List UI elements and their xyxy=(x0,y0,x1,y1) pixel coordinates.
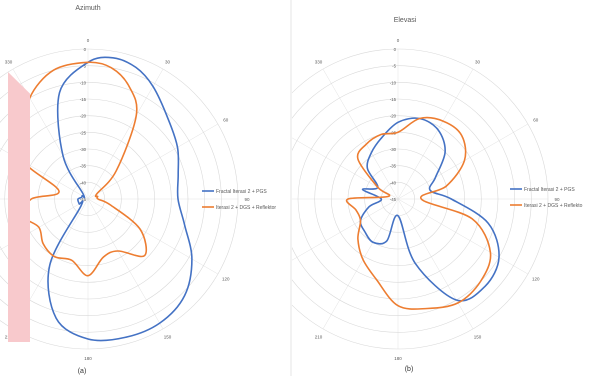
azimuth-legend-label-2: Iterasi 2 + DGS + Reflektor xyxy=(216,205,276,211)
azimuth-grid-spoke xyxy=(87,198,164,330)
elevasi-panel-label: (b) xyxy=(405,366,414,373)
elevasi-angle-tick-label: 180 xyxy=(394,356,402,361)
azimuth-radial-tick-label: -5 xyxy=(82,64,86,69)
azimuth-radial-tick-label: -10 xyxy=(80,80,87,85)
azimuth-angle-tick-label: 120 xyxy=(222,277,230,282)
elevasi-angle-tick-label: 30 xyxy=(475,59,481,64)
elevasi-grid-spoke xyxy=(267,198,399,275)
elevasi-angle-tick-label: 0 xyxy=(397,38,400,43)
azimuth-polar-chart: Azimuth 0 -5 -10 -15 -20 -25 -30 -35 -40 -45 0 30 60 9… xyxy=(0,5,276,375)
azimuth-radial-tick-label: -20 xyxy=(80,114,87,119)
azimuth-radial-tick-label: -30 xyxy=(80,147,87,152)
azimuth-chart-title: Azimuth xyxy=(75,5,100,12)
elevasi-radial-tick-label: -45 xyxy=(390,197,397,202)
panel-divider xyxy=(290,0,292,376)
azimuth-angle-tick-label: 0 xyxy=(87,38,90,43)
elevasi-radial-tick-label: -15 xyxy=(390,97,397,102)
azimuth-panel-label: (a) xyxy=(78,368,87,375)
elevasi-polar-chart: Elevasi0-5-10-15-20-25-30-35-40-45030609… xyxy=(235,17,583,373)
elevasi-chart-panel: Elevasi 0 -5 -10 -15 -20 -25 -30 -35 -40 -45 0 30 60 9… xyxy=(235,0,590,376)
azimuth-radial-tick-label: -35 xyxy=(80,164,87,169)
elevasi-radial-tick-label: -30 xyxy=(390,147,397,152)
azimuth-grid-spoke xyxy=(87,123,219,200)
azimuth-angle-tick-label: 330 xyxy=(5,59,13,64)
elevasi-grid-spoke xyxy=(397,198,529,275)
azimuth-grid-spoke xyxy=(87,198,219,275)
azimuth-radial-tick-label: -25 xyxy=(80,130,87,135)
azimuth-series-line-1 xyxy=(47,56,193,342)
elevasi-series-line-2 xyxy=(345,116,492,310)
elevasi-angle-tick-label: 90 xyxy=(554,197,560,202)
highlight-strip xyxy=(8,72,30,342)
azimuth-radial-tick-label: -15 xyxy=(80,97,87,102)
azimuth-angle-tick-label: 150 xyxy=(164,335,172,340)
azimuth-legend-label-1: Fractal Iterasi 2 + PGS xyxy=(216,189,267,195)
azimuth-radial-tick-label: 0 xyxy=(84,47,87,52)
elevasi-radial-tick-label: 0 xyxy=(394,47,397,52)
elevasi-grid-spoke xyxy=(397,198,474,330)
elevasi-grid-spoke xyxy=(397,68,474,200)
elevasi-radial-tick-label: -5 xyxy=(392,64,396,69)
azimuth-series-line-2 xyxy=(20,61,148,277)
elevasi-radial-tick-label: -35 xyxy=(390,164,397,169)
azimuth-chart-panel: Azimuth 0 -5 -10 -15 -20 -25 -30 -35 -40 -45 0 30 60 9… xyxy=(0,0,290,376)
elevasi-grid-spoke xyxy=(322,198,399,330)
elevasi-grid-spoke xyxy=(267,123,399,200)
elevasi-angle-tick-label: 210 xyxy=(315,335,323,340)
azimuth-angle-tick-label: 60 xyxy=(223,118,229,123)
elevasi-radial-tick-label: -20 xyxy=(390,114,397,119)
elevasi-angle-tick-label: 150 xyxy=(474,335,482,340)
elevasi-grid-spoke xyxy=(397,123,529,200)
azimuth-angle-tick-label: 180 xyxy=(84,356,92,361)
azimuth-angle-tick-label: 90 xyxy=(244,197,250,202)
azimuth-radial-tick-label: -40 xyxy=(80,180,87,185)
elevasi-radial-tick-label: -40 xyxy=(390,180,397,185)
elevasi-angle-tick-label: 330 xyxy=(315,59,323,64)
elevasi-angle-tick-label: 60 xyxy=(533,118,539,123)
azimuth-radial-tick-label: -45 xyxy=(80,197,87,202)
elevasi-radial-tick-label: -10 xyxy=(390,80,397,85)
elevasi-angle-tick-label: 120 xyxy=(532,277,540,282)
elevasi-chart-title: Elevasi xyxy=(394,17,417,24)
elevasi-legend-label-2: Iterasi 2 + DGS + Reflekto xyxy=(524,203,583,209)
azimuth-grid-spoke xyxy=(87,68,164,200)
elevasi-grid-spoke xyxy=(322,68,399,200)
elevasi-legend-label-1: Fractal Iterasi 2 + PGS xyxy=(524,187,575,193)
azimuth-angle-tick-label: 30 xyxy=(165,59,171,64)
